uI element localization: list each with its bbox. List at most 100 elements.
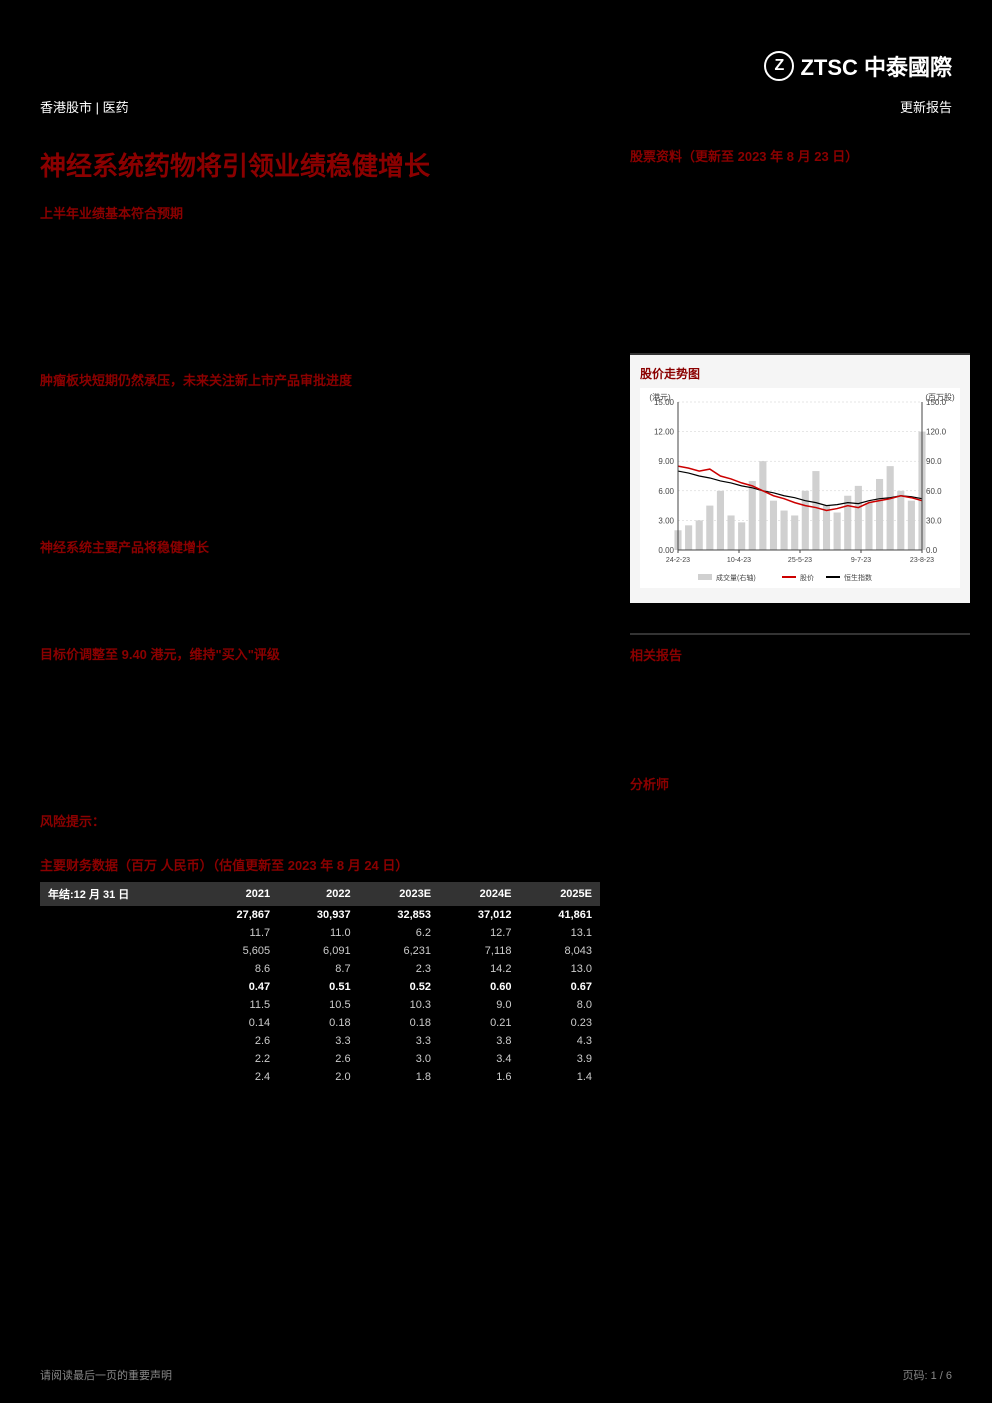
svg-text:3.00: 3.00 [658,516,674,525]
table-cell: 8.6 [198,960,278,978]
section4-header: 目标价调整至 9.40 港元，维持"买入"评级 [40,644,600,663]
section1-header: 上半年业绩基本符合预期 [40,203,600,222]
svg-text:(港元): (港元) [649,392,671,402]
table-cell [40,906,198,924]
table-cell: 30,937 [278,906,358,924]
table-cell [40,996,198,1014]
table-row: 0.140.180.180.210.23 [40,1014,600,1032]
table-cell: 1.8 [359,1068,439,1086]
table-cell: 3.8 [439,1032,519,1050]
svg-text:60.0: 60.0 [926,487,942,496]
disclaimer: 请阅读最后一页的重要声明 [40,1367,172,1383]
table-row: 11.711.06.212.713.1 [40,924,600,942]
table-cell: 0.18 [278,1014,358,1032]
table-cell: 32,853 [359,906,439,924]
table-cell: 3.4 [439,1050,519,1068]
table-cell: 2.0 [278,1068,358,1086]
table-cell: 12.7 [439,924,519,942]
table-cell [40,978,198,996]
table-cell: 13.0 [519,960,600,978]
svg-text:90.0: 90.0 [926,457,942,466]
logo-icon: Z [764,51,794,81]
table-cell [40,960,198,978]
financial-table: 年结:12 月 31 日202120222023E2024E2025E 27,8… [40,882,600,1086]
table-cell: 11.0 [278,924,358,942]
svg-text:23-8-23: 23-8-23 [910,557,934,564]
table-cell: 14.2 [439,960,519,978]
table-cell: 0.60 [439,978,519,996]
svg-text:9-7-23: 9-7-23 [851,557,871,564]
table-cell: 11.5 [198,996,278,1014]
table-row: 0.470.510.520.600.67 [40,978,600,996]
table-cell: 8.7 [278,960,358,978]
table-row: 2.22.63.03.43.9 [40,1050,600,1068]
table-cell: 3.3 [278,1032,358,1050]
table-cell: 10.3 [359,996,439,1014]
table-cell: 37,012 [439,906,519,924]
category-row: 香港股市 | 医药 更新报告 [40,97,952,116]
main-title: 神经系统药物将引领业绩稳健增长 [40,146,600,183]
table-cell: 4.3 [519,1032,600,1050]
table-cell: 13.1 [519,924,600,942]
right-column: 股票资料（更新至 2023 年 8 月 23 日） 股价走势图 0.003.00… [630,146,970,1086]
table-row: 27,86730,93732,85337,01241,861 [40,906,600,924]
table-cell: 11.7 [198,924,278,942]
table-cell: 6,091 [278,942,358,960]
top-bar [0,0,992,20]
table-cell: 10.5 [278,996,358,1014]
table-cell [40,942,198,960]
svg-text:120.0: 120.0 [926,428,947,437]
svg-text:恒生指数: 恒生指数 [844,573,872,582]
table-header-cell: 2023E [359,882,439,906]
table-row: 8.68.72.314.213.0 [40,960,600,978]
table-cell: 0.52 [359,978,439,996]
table-cell: 41,861 [519,906,600,924]
company-logo: Z ZTSC 中泰國際 [764,50,952,82]
table-cell: 0.18 [359,1014,439,1032]
table-cell: 8.0 [519,996,600,1014]
table-header-cell: 2022 [278,882,358,906]
table-cell: 3.0 [359,1050,439,1068]
table-cell: 2.6 [198,1032,278,1050]
table-cell: 6,231 [359,942,439,960]
svg-text:25-5-23: 25-5-23 [788,557,812,564]
table-cell [40,924,198,942]
table-cell: 0.47 [198,978,278,996]
svg-text:成交量(右轴): 成交量(右轴) [716,573,756,582]
table-row: 11.510.510.39.08.0 [40,996,600,1014]
table-header-cell: 2025E [519,882,600,906]
page-footer: 请阅读最后一页的重要声明 页码: 1 / 6 [40,1367,952,1383]
svg-text:12.00: 12.00 [654,428,675,437]
table-cell: 0.67 [519,978,600,996]
table-cell [40,1050,198,1068]
table-cell [40,1068,198,1086]
svg-text:0.0: 0.0 [926,546,938,555]
table-cell: 3.3 [359,1032,439,1050]
table-cell: 0.14 [198,1014,278,1032]
table-row: 2.42.01.81.61.4 [40,1068,600,1086]
section5-header: 风险提示： [40,811,600,830]
logo-row: Z ZTSC 中泰國際 [40,20,952,97]
table-cell: 3.9 [519,1050,600,1068]
table-cell: 0.23 [519,1014,600,1032]
table-cell: 8,043 [519,942,600,960]
table-cell: 2.4 [198,1068,278,1086]
table-cell [40,1032,198,1050]
table-cell [40,1014,198,1032]
related-reports-header: 相关报告 [630,633,970,664]
svg-text:0.00: 0.00 [658,546,674,555]
table-cell: 2.2 [198,1050,278,1068]
chart-title: 股价走势图 [640,365,960,382]
table-cell: 2.3 [359,960,439,978]
table-cell: 27,867 [198,906,278,924]
price-chart: 0.003.006.009.0012.0015.000.030.060.090.… [640,388,960,588]
table-cell: 2.6 [278,1050,358,1068]
svg-text:股价: 股价 [800,574,814,582]
category-left: 香港股市 | 医药 [40,97,129,116]
analyst-header: 分析师 [630,774,970,793]
table-cell: 0.21 [439,1014,519,1032]
svg-text:(百万股): (百万股) [925,393,955,402]
svg-text:24-2-23: 24-2-23 [666,557,690,564]
table-cell: 5,605 [198,942,278,960]
logo-text: ZTSC 中泰國際 [800,50,952,82]
